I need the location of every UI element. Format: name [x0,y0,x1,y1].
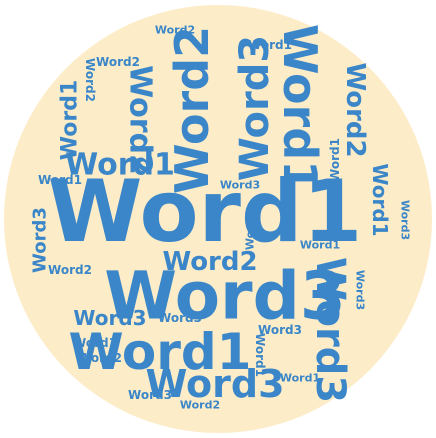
cloud-word: Word1 [58,80,83,161]
cloud-word: Word3 [399,200,412,240]
cloud-word: Word1 [328,138,342,182]
cloud-word: Word3 [104,258,346,335]
cloud-word: Word3 [30,207,51,273]
cloud-word: Word2 [78,351,122,365]
cloud-word: Word1 [248,38,292,52]
cloud-word: Word3 [220,179,260,192]
cloud-word: Word3 [158,311,202,325]
cloud-word: Word1 [65,148,175,183]
cloud-word: Word3 [232,35,278,181]
cloud-word: Word1 [273,24,327,192]
cloud-disc [4,5,432,433]
cloud-word: Word2 [340,62,370,157]
cloud-word: Word1 [280,372,320,385]
cloud-word: Word1 [69,323,252,381]
cloud-word: Word3 [73,306,146,330]
cloud-word: Word3 [354,270,367,310]
cloud-word: Word2 [83,58,97,102]
cloud-word: Word3 [307,257,353,403]
cloud-word: Word1 [48,162,363,262]
cloud-word: Word2 [162,247,257,277]
cloud-word: Word1 [38,173,82,187]
cloud-word: Word2 [48,263,92,277]
cloud-word: Word3 [258,323,302,337]
cloud-word: Word1 [368,163,392,236]
cloud-word: Word2 [180,399,220,412]
cloud-word: Word2 [165,26,219,194]
cloud-word: Word3 [128,388,172,402]
cloud-word: Word3 [145,362,284,406]
cloud-word: Word2 [123,65,158,175]
cloud-word: Word2 [244,210,257,250]
cloud-word: Word2 [155,24,195,37]
cloud-word: Word1 [300,239,340,252]
cloud-word: Word2 [96,55,140,69]
cloud-word: Word1 [253,333,267,377]
cloud-word: Word1 [73,336,117,350]
